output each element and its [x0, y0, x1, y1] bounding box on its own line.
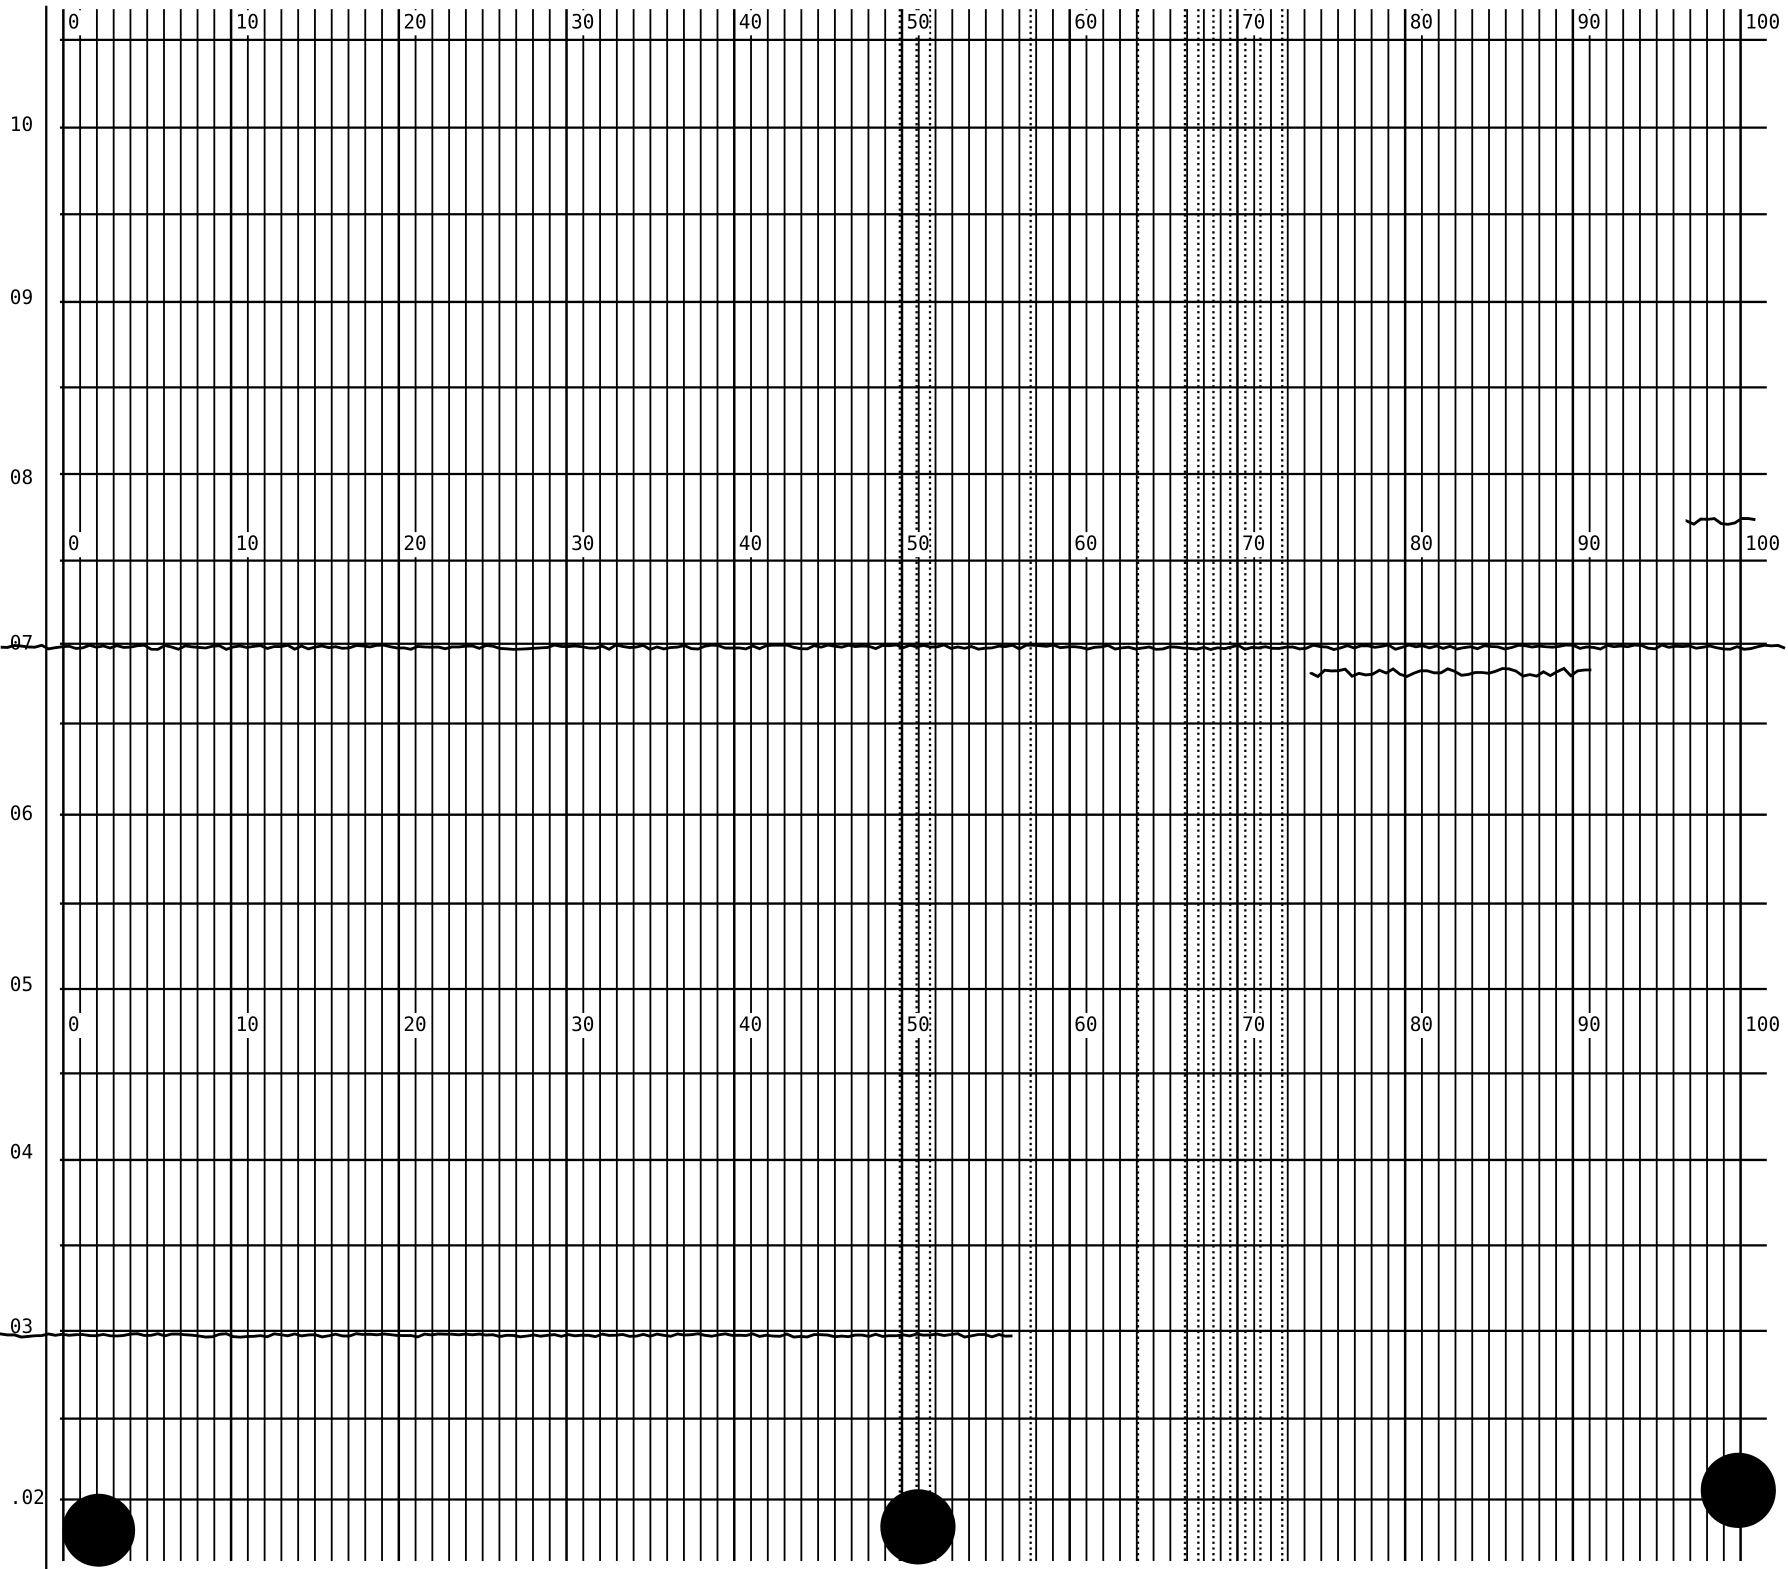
label-bg	[1239, 10, 1265, 36]
label-bg	[1071, 532, 1098, 558]
pen-trace	[0, 643, 1786, 652]
label-bg	[736, 532, 762, 558]
left-label: 03	[10, 1315, 33, 1338]
scale-label: 80	[1410, 10, 1433, 33]
scale-label: 90	[1577, 532, 1600, 555]
label-bg	[1071, 1012, 1098, 1039]
left-label: .02	[10, 1486, 45, 1509]
label-bg	[736, 1012, 762, 1039]
scale-label: 70	[1242, 532, 1265, 555]
scale-label: 0	[68, 10, 80, 33]
punch-hole	[880, 1489, 956, 1565]
scale-label: 50	[907, 532, 930, 555]
scale-label: 20	[403, 532, 426, 555]
label-bg	[401, 532, 427, 558]
pen-trace	[1309, 666, 1592, 679]
label-bg	[1071, 10, 1098, 36]
left-label: 10	[10, 113, 33, 136]
scale-label: 60	[1074, 1013, 1097, 1036]
label-bg	[1575, 1012, 1601, 1039]
label-bg	[568, 532, 594, 558]
left-label: 06	[10, 802, 33, 825]
scale-label: 20	[403, 1013, 426, 1036]
scale-label: 20	[403, 10, 426, 33]
label-bg	[1239, 1012, 1265, 1039]
scale-label: 100	[1745, 1013, 1780, 1036]
scale-label: 0	[68, 532, 80, 555]
label-bg	[1239, 532, 1265, 558]
pen-trace	[1685, 517, 1756, 526]
label-bg	[1407, 10, 1433, 36]
scale-label: 30	[571, 10, 594, 33]
scale-label: 100	[1745, 10, 1780, 33]
label-bg	[568, 1012, 594, 1039]
scale-label: 10	[236, 1013, 259, 1036]
left-label: 05	[10, 973, 33, 996]
scale-label: 10	[236, 532, 259, 555]
label-bg	[568, 10, 594, 36]
scale-label: 70	[1242, 1013, 1265, 1036]
scale-label: 50	[907, 10, 930, 33]
left-label: 07	[10, 631, 33, 654]
scale-label: 80	[1410, 1013, 1433, 1036]
label-bg	[65, 10, 91, 36]
left-label: 09	[10, 286, 33, 309]
label-bg	[1742, 532, 1780, 558]
label-bg	[1575, 10, 1601, 36]
scale-label: 50	[907, 1013, 930, 1036]
label-bg	[401, 10, 427, 36]
scale-label: 70	[1242, 10, 1265, 33]
label-bg	[1407, 1012, 1433, 1039]
pen-trace	[0, 1332, 1013, 1339]
label-bg	[401, 1012, 427, 1039]
label-bg	[904, 1012, 930, 1039]
scale-label: 90	[1577, 10, 1600, 33]
label-bg	[1742, 1012, 1780, 1039]
label-bg	[1575, 532, 1601, 558]
label-bg	[233, 1012, 259, 1039]
traces	[0, 517, 1786, 1339]
left-label: 08	[10, 466, 33, 489]
scale-label: 10	[236, 10, 259, 33]
punch-hole	[1700, 1452, 1776, 1528]
scale-label: 90	[1577, 1013, 1600, 1036]
scale-label: 80	[1410, 532, 1433, 555]
punch-hole	[62, 1493, 136, 1567]
scale-label: 40	[739, 10, 762, 33]
label-bg	[65, 532, 91, 558]
label-bg	[904, 532, 930, 558]
scale-label: 30	[571, 532, 594, 555]
label-bg	[736, 10, 762, 36]
label-bg	[65, 1012, 91, 1039]
label-bg	[904, 10, 930, 36]
label-bg	[1742, 10, 1780, 36]
left-label: 04	[10, 1141, 33, 1164]
label-bg	[1407, 532, 1433, 558]
scale-label: 60	[1074, 10, 1097, 33]
label-bg	[233, 10, 259, 36]
scale-label: 40	[739, 1013, 762, 1036]
scale-label: 40	[739, 532, 762, 555]
scale-label: 60	[1074, 532, 1097, 555]
scale-label: 100	[1745, 532, 1780, 555]
label-bg	[233, 532, 259, 558]
scale-label: 0	[68, 1013, 80, 1036]
scale-label: 30	[571, 1013, 594, 1036]
